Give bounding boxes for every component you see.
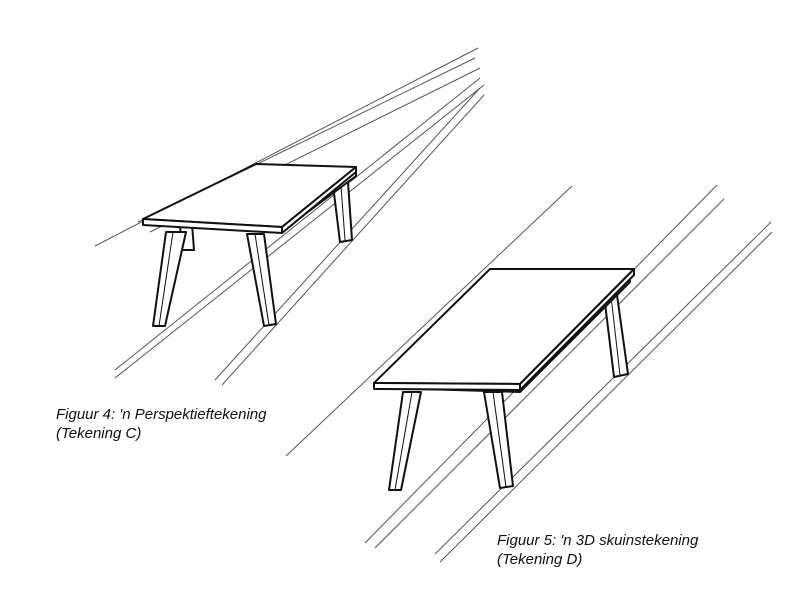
front-right-leg [246,233,277,327]
front-right-leg [483,391,514,489]
oblique-table [373,268,635,491]
front-left-leg [388,391,422,491]
tabletop-edge [373,382,521,391]
perspective-table [142,163,357,327]
figure-5-caption: Figuur 5: 'n 3D skuinstekening (Tekening… [497,531,698,569]
figure-4-caption: Figuur 4: 'n Perspektieftekening (Tekeni… [56,405,266,443]
figure-5-caption-subtitle: (Tekening D) [497,551,583,568]
figure-4-caption-subtitle: (Tekening C) [56,425,142,442]
front-left-leg [152,231,187,327]
figure-5-caption-title: Figuur 5: 'n 3D skuinstekening [497,532,699,549]
oblique-construction-lines [285,184,773,563]
tabletop-side-edge [281,166,357,234]
figure-4-caption-title: Figuur 4: 'n Perspektieftekening [56,406,267,423]
tabletop-surface [373,268,635,385]
tabletop-side-edge [519,268,635,391]
